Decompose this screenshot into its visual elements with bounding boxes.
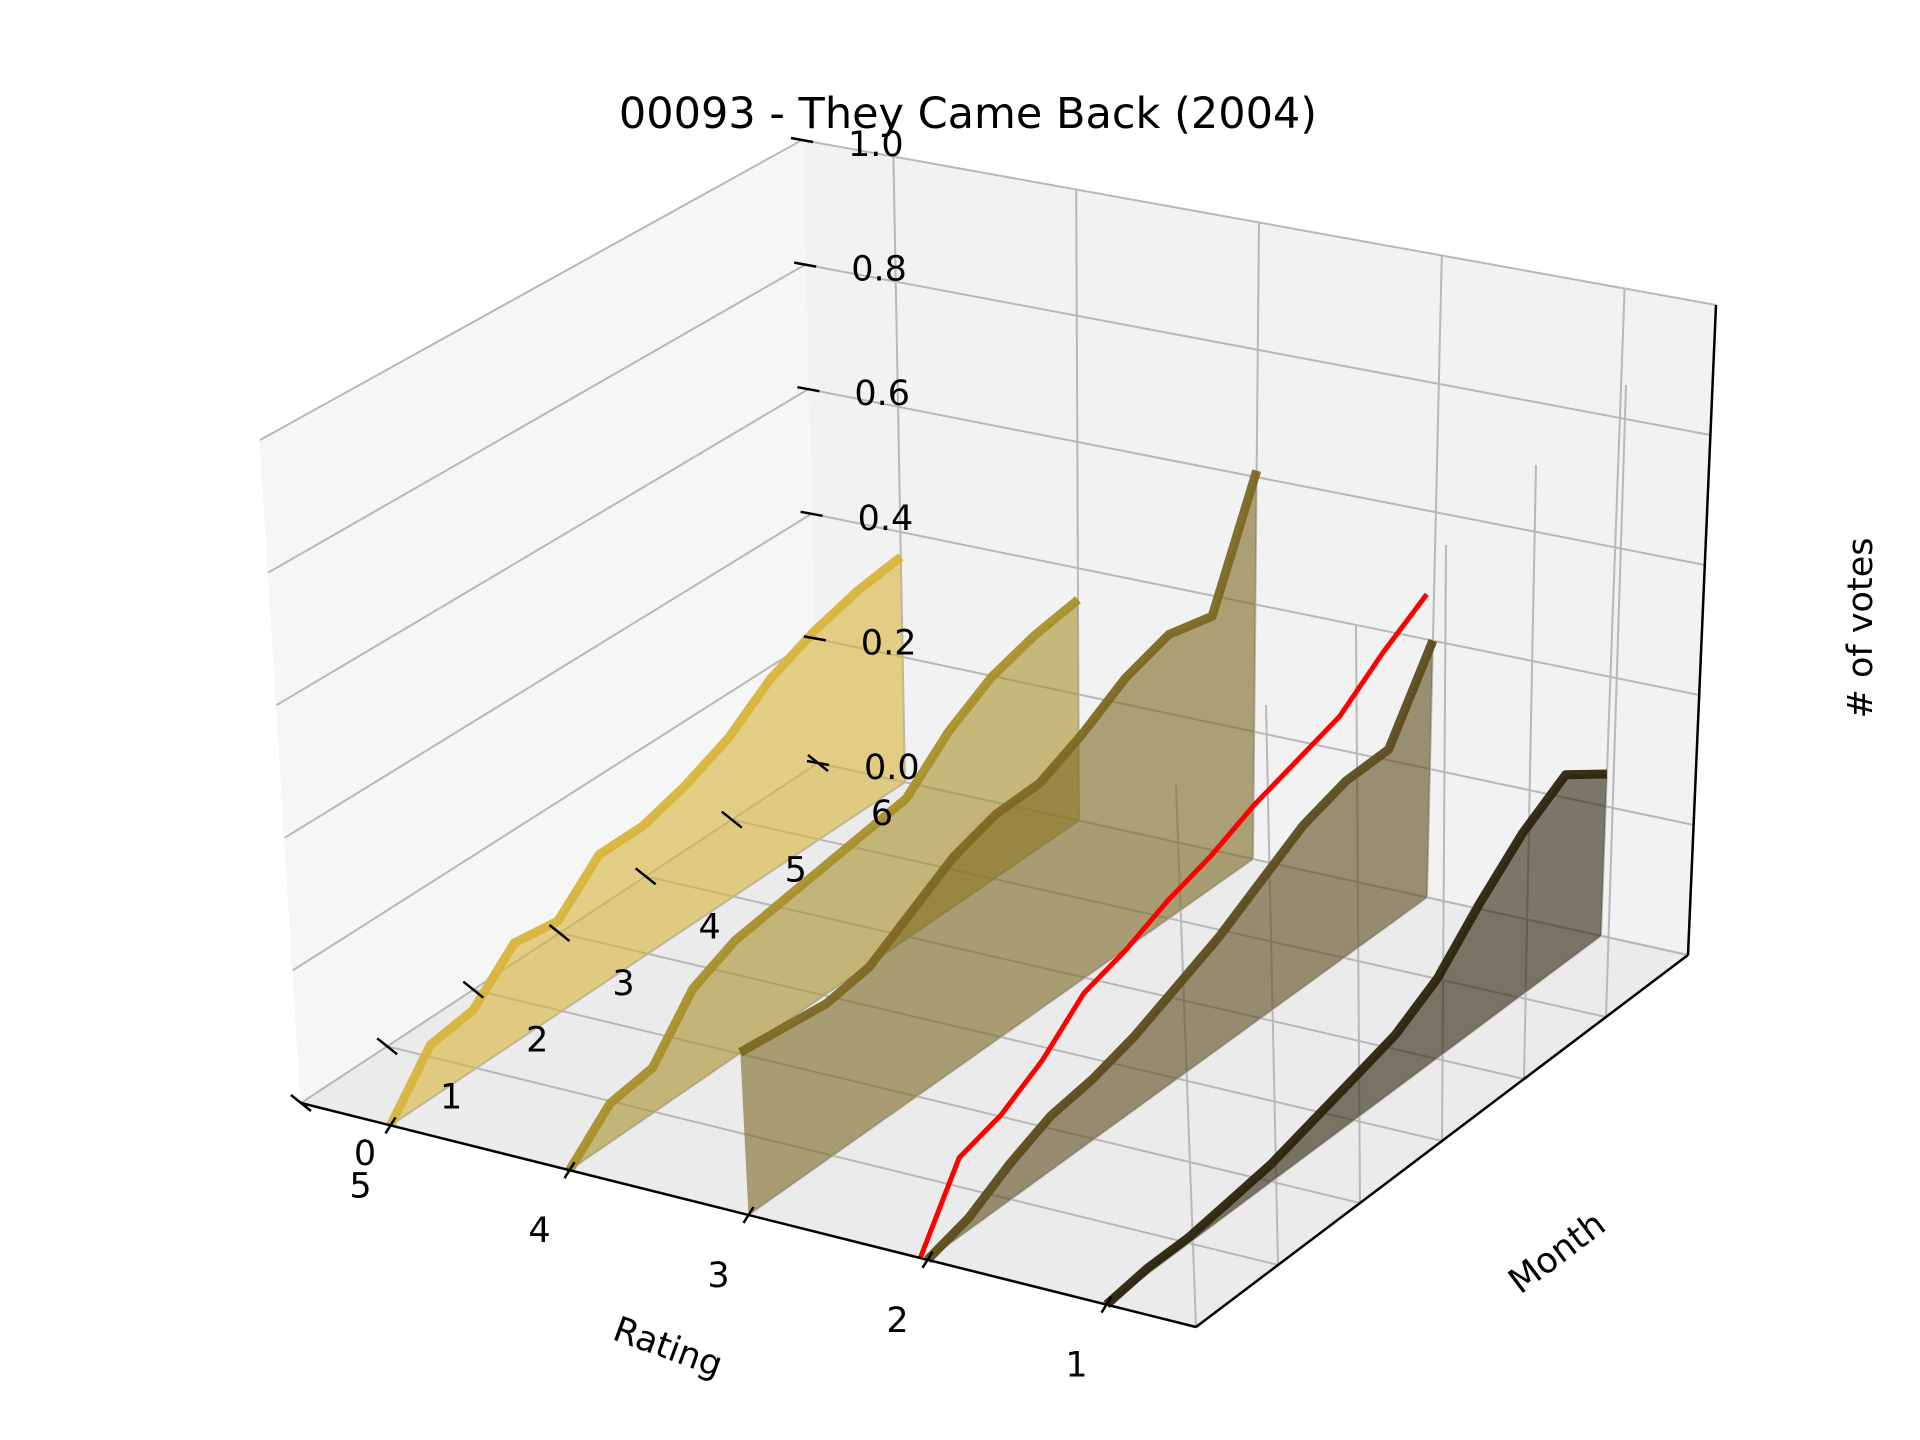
y-tick-label-6: 6 [871, 794, 893, 834]
series-area-rating-5 [390, 556, 905, 1126]
x-tick-2 [921, 1251, 934, 1269]
z-tick-label-0.0: 0.0 [864, 748, 920, 788]
y-tick-3 [548, 924, 571, 942]
y-tick-label-4: 4 [699, 907, 721, 947]
series-layer [386, 469, 1607, 1308]
z-tick-0.2 [803, 635, 827, 642]
y-axis-line [1195, 954, 1689, 1328]
z-tick-0.0 [806, 759, 830, 767]
y-tick-4 [634, 867, 657, 886]
series-line-rating-2 [924, 638, 1438, 1263]
x-axis-label: Rating [608, 1310, 728, 1386]
highlight-line [917, 592, 1429, 1259]
z-axis-label: # of votes [1841, 538, 1881, 719]
series-area-rating-3 [740, 470, 1257, 1215]
y-tick-label-3: 3 [612, 964, 634, 1004]
series-area-rating-4 [569, 599, 1079, 1171]
z-tick-label-0.6: 0.6 [854, 374, 910, 414]
z-tick-label-0.2: 0.2 [861, 623, 917, 663]
axis-lines [290, 136, 1718, 1329]
x-tick-label-1: 1 [1065, 1346, 1087, 1386]
series-line-rating-4 [565, 596, 1081, 1173]
series-line-rating-5 [386, 553, 904, 1128]
y-tick-5 [721, 810, 743, 829]
z-tick-label-1.0: 1.0 [848, 125, 904, 165]
y-tick-label-5: 5 [785, 851, 807, 891]
y-tick-label-0: 0 [354, 1134, 376, 1174]
z-tick-label-0.8: 0.8 [851, 250, 907, 290]
x-tick-label-2: 2 [886, 1301, 908, 1341]
y-axis-label: Month [1502, 1204, 1614, 1302]
y-tick-0 [290, 1094, 312, 1112]
x-tick-4 [563, 1161, 576, 1179]
x-tick-label-5: 5 [349, 1166, 371, 1206]
series-line-rating-1 [1103, 769, 1607, 1308]
z-axis-line [1686, 304, 1718, 956]
series-area-rating-2 [927, 640, 1433, 1260]
z-tick-1.0 [790, 136, 814, 144]
y-tick-label-2: 2 [526, 1021, 548, 1061]
x-tick-5 [384, 1116, 397, 1135]
x-tick-1 [1100, 1295, 1113, 1314]
z-tick-0.4 [800, 510, 823, 518]
x-tick-label-4: 4 [528, 1211, 550, 1251]
z-tick-0.6 [797, 385, 820, 393]
series-line-rating-3 [738, 469, 1262, 1057]
y-tick-label-1: 1 [440, 1077, 462, 1117]
chart-title: 00093 - They Came Back (2004) [619, 89, 1317, 139]
z-tick-label-0.4: 0.4 [858, 499, 914, 539]
y-tick-1 [376, 1037, 398, 1056]
y-tick-2 [462, 980, 485, 999]
z-tick-0.8 [793, 261, 817, 268]
x-tick-3 [742, 1206, 755, 1224]
x-tick-label-3: 3 [707, 1256, 729, 1296]
